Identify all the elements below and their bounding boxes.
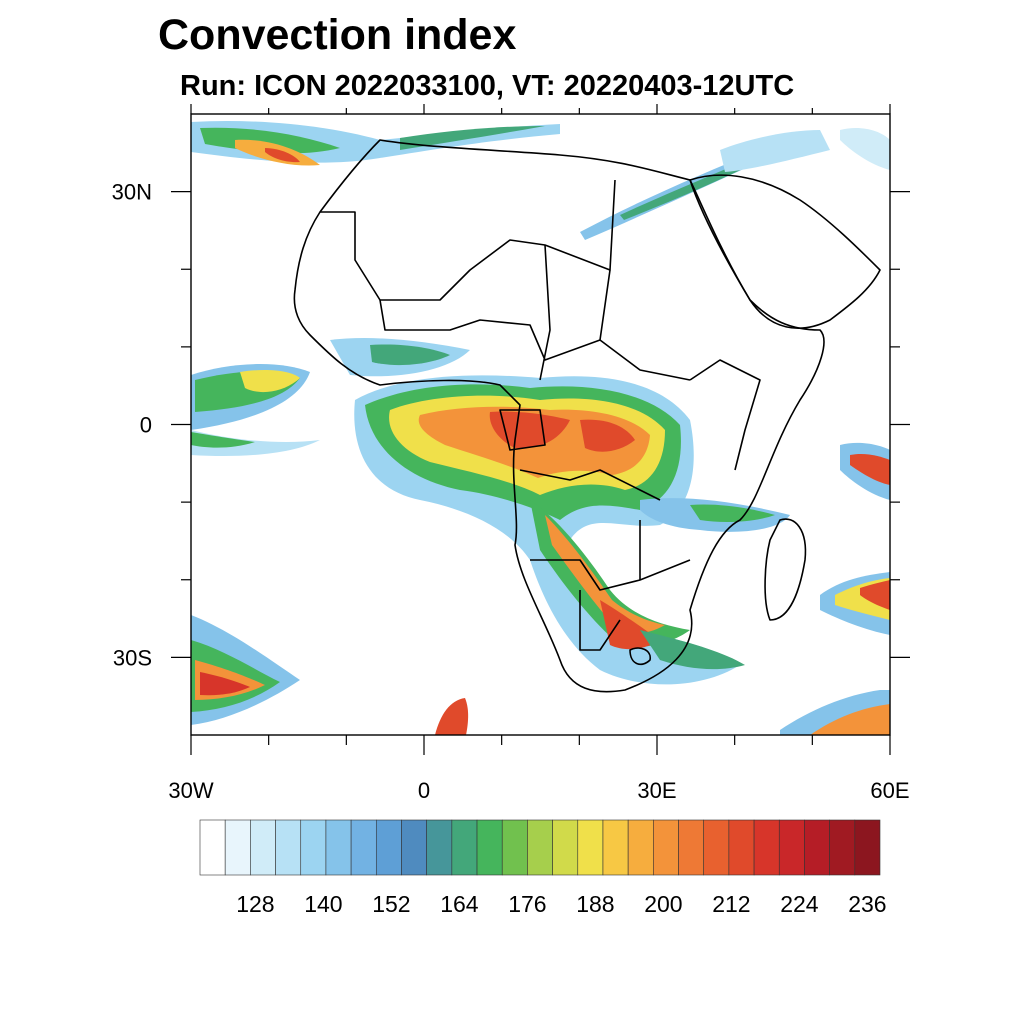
- colorbar-label: 224: [780, 891, 819, 917]
- lat-tick-label: 30S: [113, 645, 152, 670]
- colorbar-swatch: [703, 819, 730, 876]
- colorbar-swatch: [753, 819, 780, 876]
- colorbar-swatch: [653, 819, 679, 876]
- colorbar-swatch: [300, 819, 327, 876]
- lon-tick-label: 60E: [870, 778, 909, 803]
- lon-tick-label: 30W: [168, 778, 213, 803]
- lon-tick-label: 0: [418, 778, 430, 803]
- colorbar-swatch: [275, 819, 302, 876]
- colorbar-swatch: [350, 819, 377, 876]
- colorbar-swatch: [829, 819, 856, 876]
- map-subtitle: Run: ICON 2022033100, VT: 20220403-12UTC: [180, 70, 795, 102]
- colorbar-swatch: [451, 819, 478, 876]
- colorbar-swatch: [476, 819, 503, 876]
- convection-field: [191, 120, 890, 735]
- lat-tick-label: 30N: [112, 180, 152, 205]
- colorbar-swatch: [527, 819, 553, 876]
- colorbar-swatch: [501, 819, 528, 876]
- colorbar-swatch: [778, 819, 805, 876]
- colorbar-swatch: [804, 819, 830, 876]
- colorbar: 128 140 152 164 176 188 200 212 224 236: [199, 819, 887, 917]
- colorbar-label: 176: [508, 891, 546, 917]
- colorbar-swatch: [401, 819, 427, 876]
- map-axes: 30W 0 30E 60E 30N 0 30S: [112, 104, 910, 803]
- colorbar-swatch: [224, 819, 251, 876]
- colorbar-label: 200: [644, 891, 682, 917]
- coastlines: [293, 139, 881, 693]
- colorbar-swatch: [426, 819, 453, 876]
- colorbar-label: 212: [712, 891, 750, 917]
- colorbar-label: 236: [848, 891, 886, 917]
- lat-tick-label: 0: [140, 413, 152, 438]
- colorbar-swatch: [577, 819, 604, 876]
- colorbar-swatch: [678, 819, 705, 876]
- colorbar-swatch: [627, 819, 654, 876]
- colorbar-label: 128: [236, 891, 274, 917]
- map-title: Convection index: [158, 11, 517, 59]
- colorbar-swatch: [602, 819, 629, 876]
- colorbar-label: 164: [440, 891, 479, 917]
- colorbar-swatch: [325, 819, 352, 876]
- colorbar-swatch: [728, 819, 755, 876]
- colorbar-swatch: [250, 819, 276, 876]
- colorbar-label: 188: [576, 891, 614, 917]
- colorbar-swatch: [552, 819, 579, 876]
- colorbar-label: 152: [372, 891, 410, 917]
- colorbar-swatch: [199, 819, 226, 876]
- colorbar-label: 140: [304, 891, 342, 917]
- lon-tick-label: 30E: [637, 778, 676, 803]
- colorbar-swatch: [854, 819, 881, 876]
- colorbar-swatch: [375, 819, 402, 876]
